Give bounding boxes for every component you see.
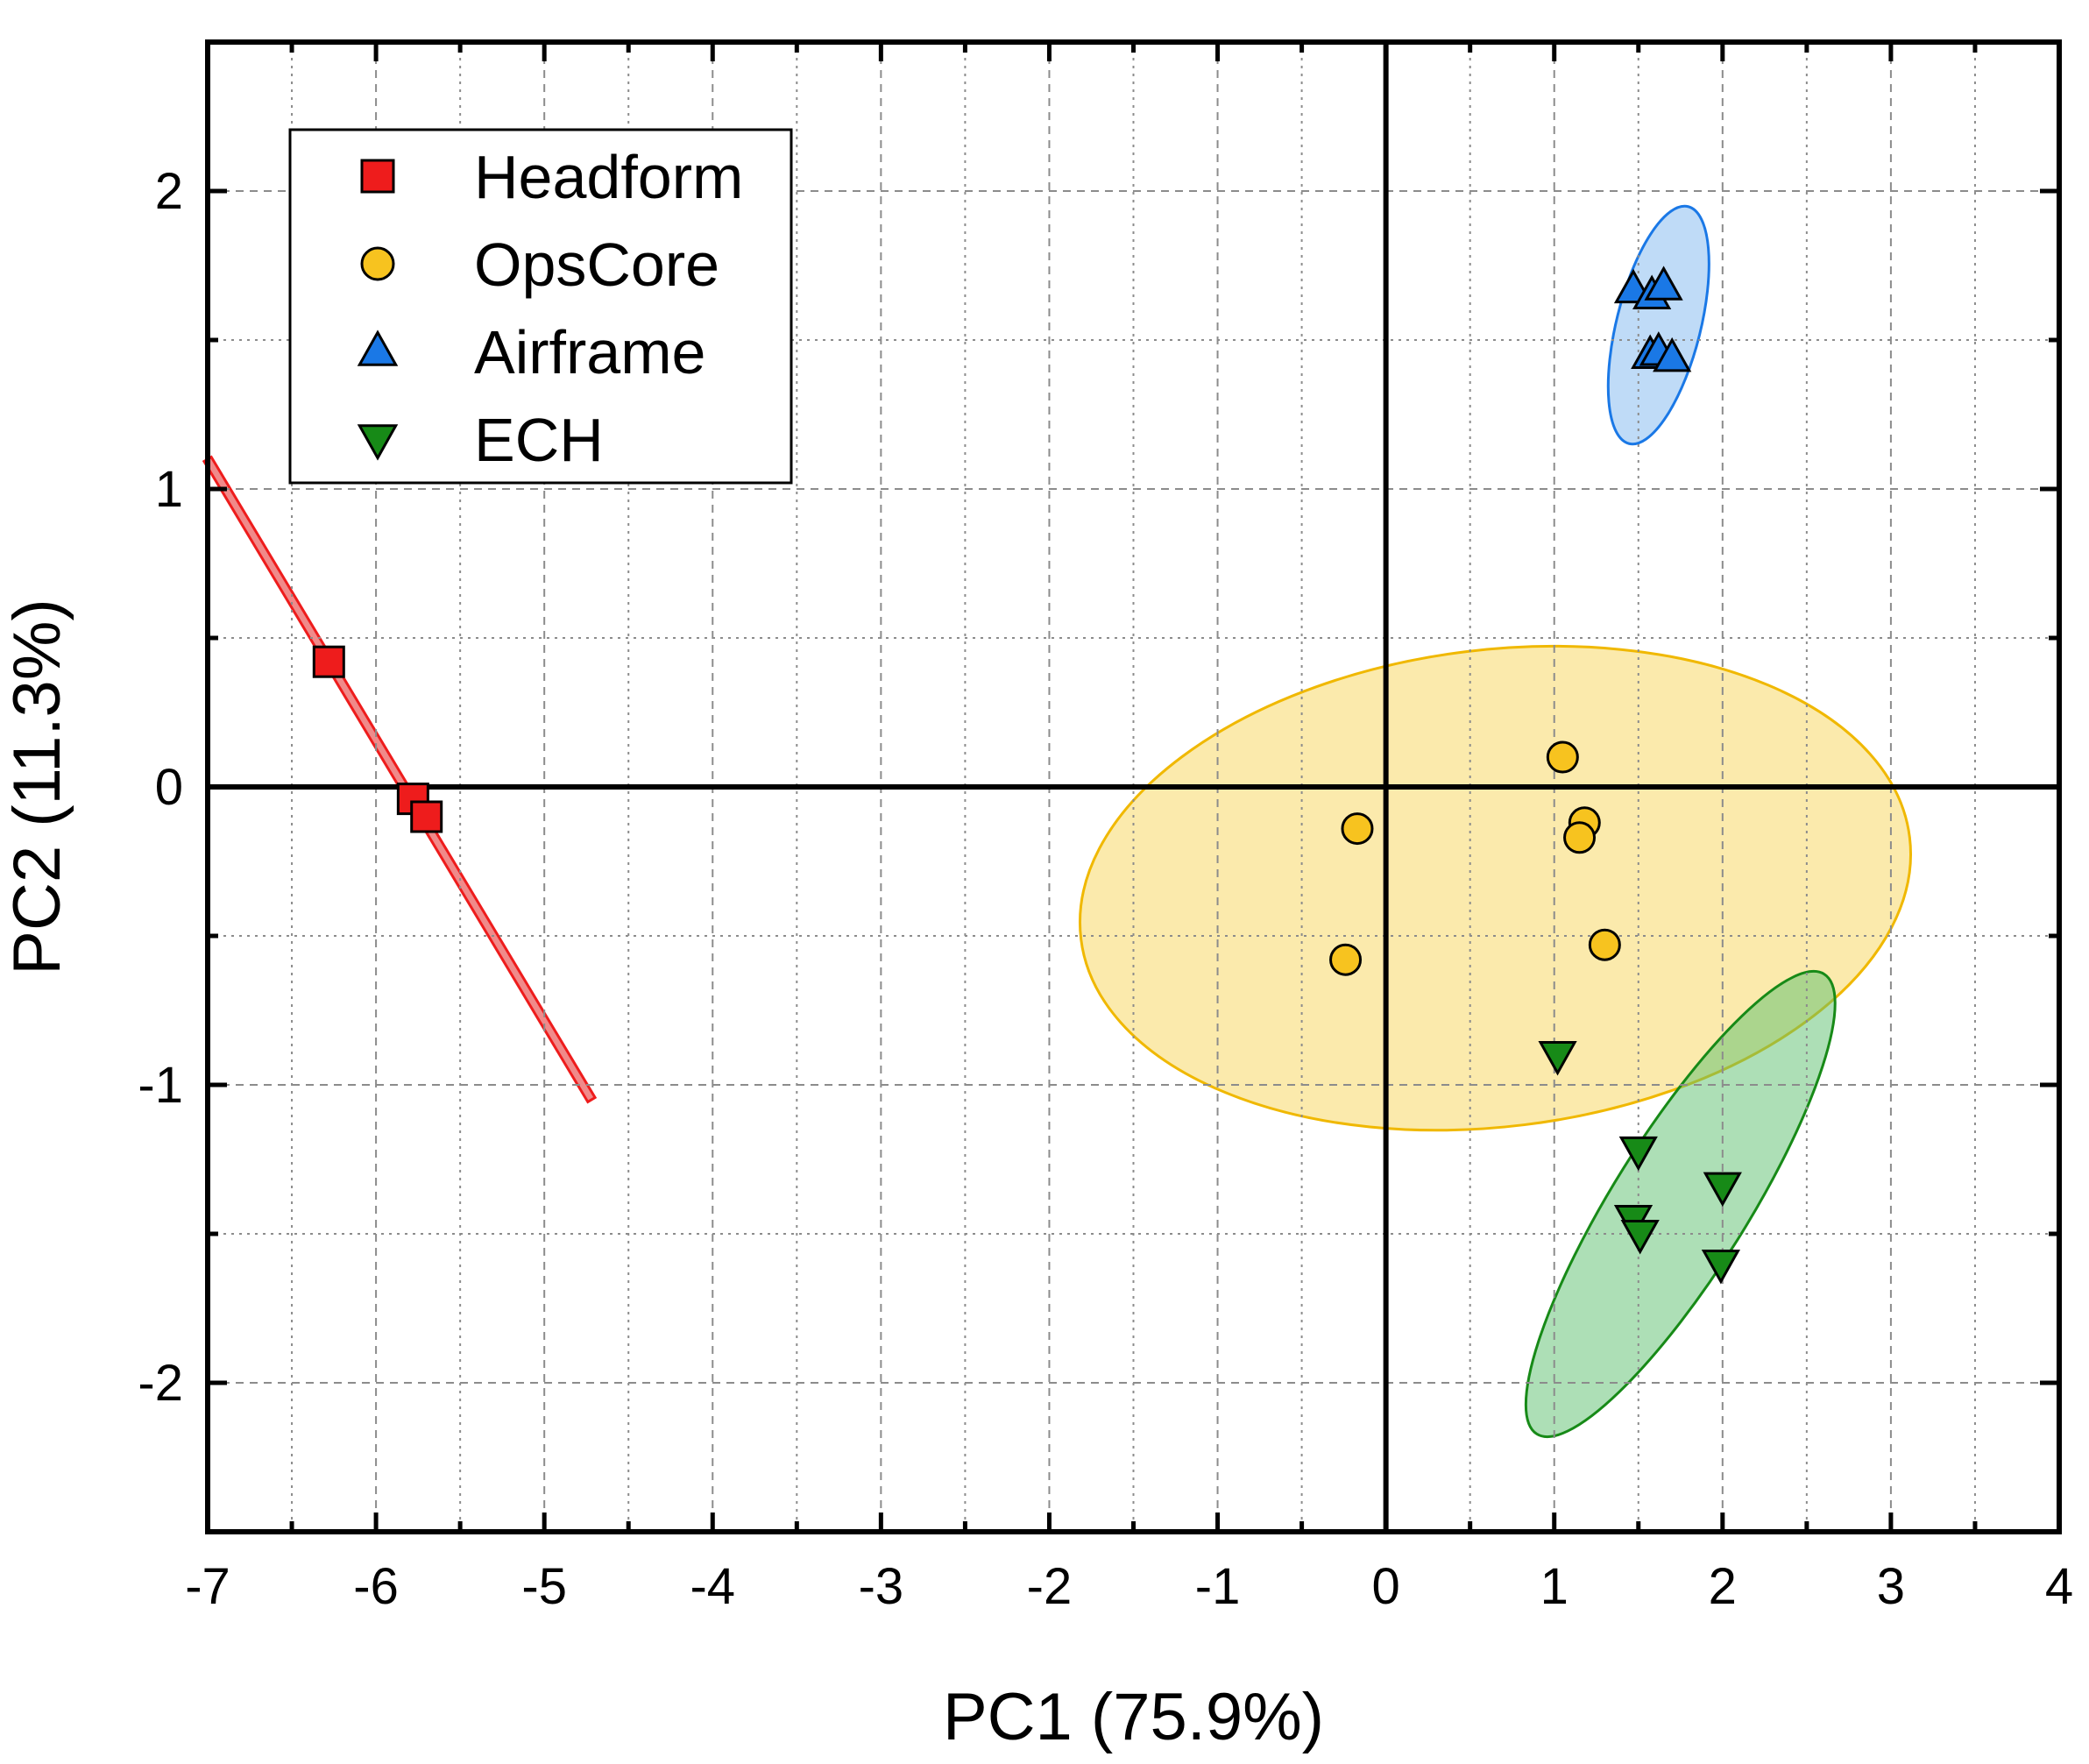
legend: Headform OpsCore Airframe ECH: [288, 128, 793, 485]
ech-confidence-ellipse: [1524, 969, 1837, 1439]
y-tick-label: -1: [138, 1057, 183, 1114]
headform-point: [410, 800, 443, 833]
opscore-point: [1563, 821, 1597, 854]
ech-point: [1703, 1172, 1742, 1208]
x-axis-label: PC1 (75.9%): [943, 1680, 1324, 1754]
x-tick-label: 0: [1372, 1558, 1400, 1615]
y-axis-label: PC2 (11.3%): [0, 599, 74, 974]
legend-label-headform: Headform: [474, 143, 743, 211]
legend-marker-opscore: [360, 246, 395, 281]
opscore-point: [1341, 812, 1374, 846]
x-tick-label: 3: [1877, 1558, 1905, 1615]
ech-point: [1538, 1041, 1577, 1076]
legend-label-opscore: OpsCore: [474, 230, 719, 299]
legend-marker-airframe: [357, 329, 399, 366]
ech-point: [1618, 1136, 1658, 1172]
legend-label-airframe: Airframe: [474, 318, 705, 386]
y-tick-label: -2: [138, 1355, 183, 1412]
x-tick-label: -2: [1027, 1558, 1073, 1615]
x-tick-label: 1: [1540, 1558, 1569, 1615]
tick-labels: -7 -6 -5 -4 -3 -2 -1 0 1 2 3 4 -2 -1 0 1 2: [138, 163, 2073, 1615]
opscore-confidence-ellipse: [1079, 644, 1912, 1132]
ech-point: [1620, 1220, 1660, 1255]
zero-lines: [208, 42, 2059, 1532]
opscore-point: [1588, 928, 1621, 961]
opscore-point: [1546, 740, 1579, 774]
y-tick-label: 1: [155, 461, 183, 518]
y-tick-label: 2: [155, 163, 183, 220]
airframe-confidence-ellipse: [1606, 204, 1710, 446]
x-tick-label: -3: [859, 1558, 904, 1615]
opscore-point: [1329, 943, 1363, 976]
x-tick-label: -4: [690, 1558, 735, 1615]
confidence-ellipses: [202, 204, 1912, 1439]
legend-marker-ech: [357, 424, 399, 461]
headform-point: [312, 645, 345, 678]
x-tick-label: -5: [521, 1558, 567, 1615]
legend-label-ech: ECH: [474, 406, 604, 474]
y-tick-label: 0: [155, 759, 183, 816]
legend-marker-headform: [360, 159, 395, 194]
x-tick-label: -1: [1195, 1558, 1241, 1615]
axis-ticks: [205, 39, 2062, 1534]
airframe-point: [1653, 337, 1692, 372]
x-tick-label: -7: [185, 1558, 230, 1615]
data-points: [312, 266, 1742, 1285]
x-tick-label: -6: [353, 1558, 399, 1615]
airframe-point: [1644, 266, 1683, 301]
ech-point: [1701, 1250, 1741, 1285]
x-tick-label: 2: [1709, 1558, 1737, 1615]
x-tick-label: 4: [2045, 1558, 2073, 1615]
